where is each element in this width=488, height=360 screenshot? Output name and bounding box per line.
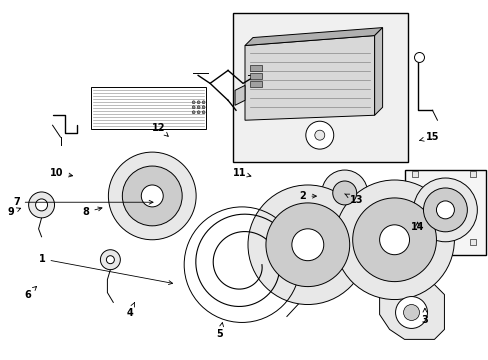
- Bar: [233, 13, 407, 162]
- Text: 13: 13: [344, 194, 363, 205]
- Bar: [249, 66, 262, 71]
- Circle shape: [192, 106, 195, 109]
- Circle shape: [247, 185, 367, 305]
- Circle shape: [202, 106, 204, 109]
- Circle shape: [192, 111, 195, 114]
- Bar: [91, 87, 205, 129]
- Circle shape: [291, 229, 323, 261]
- Text: 7: 7: [13, 197, 153, 207]
- Circle shape: [423, 188, 467, 232]
- Bar: [411, 171, 417, 177]
- Polygon shape: [374, 28, 382, 115]
- Text: 5: 5: [216, 323, 223, 339]
- Circle shape: [413, 178, 476, 242]
- Circle shape: [352, 198, 436, 282]
- Text: 1: 1: [39, 254, 172, 284]
- Polygon shape: [379, 285, 444, 339]
- Circle shape: [197, 106, 200, 109]
- Bar: [469, 171, 475, 177]
- Text: 8: 8: [82, 207, 102, 217]
- Text: 14: 14: [410, 222, 424, 231]
- Text: 10: 10: [50, 168, 73, 178]
- Text: 3: 3: [421, 308, 427, 325]
- Circle shape: [122, 166, 182, 226]
- Polygon shape: [244, 36, 374, 120]
- Polygon shape: [244, 28, 382, 45]
- Circle shape: [100, 250, 120, 270]
- Circle shape: [36, 199, 47, 211]
- Circle shape: [265, 203, 349, 287]
- Circle shape: [202, 101, 204, 104]
- Circle shape: [334, 180, 453, 300]
- Circle shape: [379, 225, 408, 255]
- Circle shape: [332, 181, 356, 205]
- Circle shape: [436, 201, 453, 219]
- Circle shape: [29, 192, 55, 218]
- Circle shape: [321, 170, 367, 216]
- Text: 6: 6: [24, 287, 37, 300]
- Bar: [469, 239, 475, 245]
- Bar: [249, 73, 262, 80]
- Bar: [411, 239, 417, 245]
- Circle shape: [395, 297, 427, 328]
- Text: 4: 4: [126, 302, 134, 318]
- Polygon shape: [235, 85, 244, 105]
- Circle shape: [414, 53, 424, 62]
- Text: 2: 2: [299, 191, 316, 201]
- Circle shape: [192, 101, 195, 104]
- Text: 12: 12: [152, 123, 168, 136]
- Circle shape: [305, 121, 333, 149]
- Text: 11: 11: [232, 168, 250, 178]
- Text: 15: 15: [419, 132, 438, 142]
- Circle shape: [197, 111, 200, 114]
- Circle shape: [108, 152, 196, 240]
- Bar: [249, 81, 262, 87]
- Bar: [404, 170, 486, 255]
- Circle shape: [202, 111, 204, 114]
- Circle shape: [106, 256, 114, 264]
- Circle shape: [403, 305, 419, 320]
- Circle shape: [197, 101, 200, 104]
- Circle shape: [314, 130, 324, 140]
- Circle shape: [141, 185, 163, 207]
- Text: 9: 9: [7, 207, 20, 217]
